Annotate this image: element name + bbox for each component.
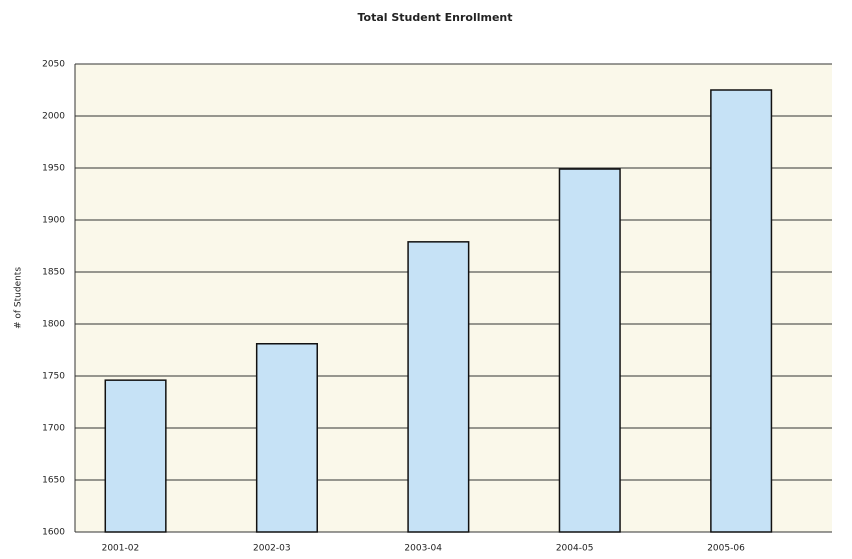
x-tick-label: 2003-04: [404, 544, 442, 554]
bar: [407, 241, 470, 533]
y-tick-label: 1600: [42, 528, 65, 538]
y-tick-label: 1800: [42, 320, 65, 330]
bar: [558, 168, 621, 533]
y-axis-label: # of Students: [14, 267, 24, 329]
y-tick-label: 1850: [42, 268, 65, 278]
bar: [710, 89, 773, 533]
x-tick-label: 2002-03: [253, 544, 291, 554]
y-tick-label: 2000: [42, 112, 65, 122]
x-tick-label: 2005-06: [707, 544, 745, 554]
y-tick-label: 2050: [42, 60, 65, 70]
x-tick-label: 2004-05: [556, 544, 594, 554]
y-tick-label: 1900: [42, 216, 65, 226]
y-tick-label: 1700: [42, 424, 65, 434]
x-tick-label: 2001-02: [102, 544, 140, 554]
bar: [104, 379, 167, 533]
bar: [255, 343, 318, 533]
y-tick-label: 1650: [42, 476, 65, 486]
chart-title: Total Student Enrollment: [357, 11, 512, 24]
y-tick-label: 1950: [42, 164, 65, 174]
y-tick-label: 1750: [42, 372, 65, 382]
